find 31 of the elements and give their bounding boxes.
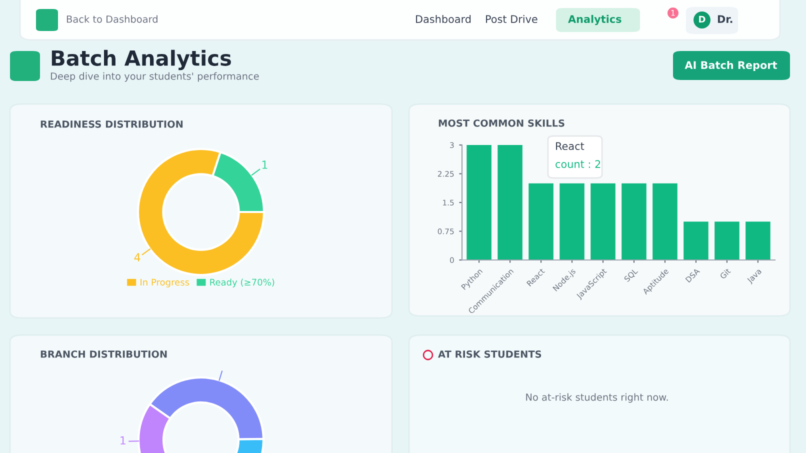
bar [560, 183, 584, 260]
text: Deep dive into your students' performance [50, 72, 259, 82]
bar [622, 183, 646, 260]
text: Batch Analytics [52, 50, 231, 70]
bar [652, 183, 678, 260]
data-label: 4 [134, 253, 140, 262]
annotation: count : 2 [556, 160, 600, 168]
text: Back to Dashboard [66, 15, 158, 23]
data-label: 1 [120, 436, 126, 444]
text: D [699, 16, 706, 22]
text: No at-risk students right now. [526, 393, 668, 403]
bar [528, 183, 554, 260]
bar [714, 222, 740, 260]
text: Dashboard [416, 14, 471, 24]
bar [746, 222, 770, 260]
bar [684, 222, 708, 260]
text: Dr. [718, 15, 732, 23]
chart-title: BRANCH DISTRIBUTION [40, 350, 167, 358]
chart-title: MOST COMMON SKILLS [438, 119, 564, 127]
legend-label: Ready (≥70%) [210, 278, 274, 288]
bar [590, 183, 616, 260]
annotation: React [556, 142, 584, 150]
text: AT RISK STUDENTS [438, 350, 542, 358]
legend-label: In Progress [140, 278, 190, 288]
text: Post Drive [486, 14, 538, 24]
bar [466, 145, 492, 260]
text: Analytics [568, 14, 622, 26]
text: AI Batch Report [684, 60, 778, 72]
bar [498, 145, 522, 260]
chart-title: READINESS DISTRIBUTION [40, 120, 183, 128]
data-label: 1 [262, 160, 268, 169]
